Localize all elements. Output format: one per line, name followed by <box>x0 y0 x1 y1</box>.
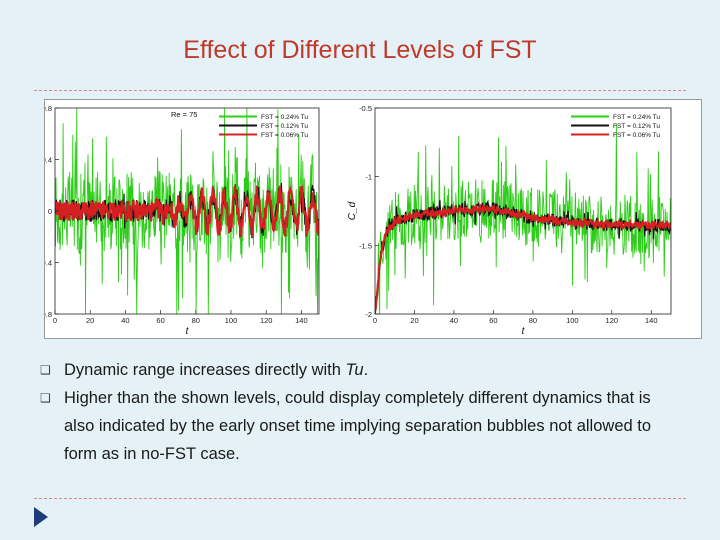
y-tick-label: 0.4 <box>45 156 52 165</box>
legend-label: FST = 0.24% Tu <box>613 114 660 121</box>
plot-frame <box>374 107 672 315</box>
x-tick-label: 80 <box>529 316 537 325</box>
bottom-divider <box>34 498 686 499</box>
legend-label: FST = 0.24% Tu <box>261 114 308 121</box>
bullet-text: Higher than the shown levels, could disp… <box>64 389 652 463</box>
series-line-3 <box>375 203 671 312</box>
legend-label: FST = 0.12% Tu <box>613 123 660 130</box>
y-axis-label: C_d <box>347 201 358 220</box>
legend-label: FST = 0.12% Tu <box>261 123 308 130</box>
x-tick-label: 0 <box>53 316 57 325</box>
square-bullet-icon: ❑ <box>40 363 51 377</box>
chart-drag-coefficient: 0 20 40 60 80 100 120 140 -0.5 -1 -1.5 -2 t C_d FST = … <box>347 104 672 337</box>
y-tick-label: 0.8 <box>45 104 52 113</box>
x-tick-label: 100 <box>566 316 579 325</box>
bullet-item: ❑ Dynamic range increases directly with … <box>40 356 680 384</box>
x-tick-label: 0 <box>373 316 377 325</box>
x-axis-label: t <box>186 326 190 337</box>
bullet-list: ❑ Dynamic range increases directly with … <box>40 356 680 468</box>
chart-annotation: Re = 75 <box>171 110 197 119</box>
x-tick-label: 140 <box>645 316 658 325</box>
y-tick-label: -0.4 <box>45 259 52 268</box>
y-tick-label: -1.5 <box>359 241 372 250</box>
series-line-3 <box>55 185 319 238</box>
next-arrow-icon[interactable] <box>33 506 49 528</box>
bullet-text: Dynamic range increases directly with <box>64 361 346 379</box>
x-tick-label: 120 <box>260 316 273 325</box>
x-axis-label: t <box>522 326 526 337</box>
legend-label: FST = 0.06% Tu <box>261 132 308 139</box>
x-tick-label: 20 <box>410 316 418 325</box>
top-divider <box>34 90 686 91</box>
bullet-text-end: . <box>363 361 369 379</box>
x-tick-label: 120 <box>606 316 619 325</box>
x-tick-label: 100 <box>225 316 238 325</box>
y-tick-label: -0.5 <box>359 104 372 113</box>
y-tick-label: -2 <box>365 310 372 319</box>
figure-panel: 0204060801001201400.80.40-0.4-0.8tC_lRe … <box>27 99 702 339</box>
x-tick-label: 140 <box>295 316 308 325</box>
x-tick-label: 60 <box>156 316 164 325</box>
y-tick-label: -0.8 <box>45 310 52 319</box>
charts-svg: 0204060801001201400.80.40-0.4-0.8tC_lRe … <box>27 104 672 337</box>
x-tick-label: 40 <box>121 316 129 325</box>
y-tick-label: 0 <box>48 207 52 216</box>
x-tick-label: 80 <box>192 316 200 325</box>
bullet-item: ❑ Higher than the shown levels, could di… <box>40 384 680 468</box>
chart-lift-coefficient: 0204060801001201400.80.40-0.4-0.8tC_lRe … <box>27 104 320 337</box>
square-bullet-icon: ❑ <box>40 391 51 405</box>
x-tick-label: 40 <box>450 316 458 325</box>
bullet-text-italic: Tu <box>345 361 364 379</box>
slide-title: Effect of Different Levels of FST <box>183 36 537 64</box>
legend-label: FST = 0.06% Tu <box>613 132 660 139</box>
x-tick-label: 20 <box>86 316 94 325</box>
y-tick-label: -1 <box>365 173 372 182</box>
series-line-1 <box>55 108 319 314</box>
x-tick-label: 60 <box>489 316 497 325</box>
